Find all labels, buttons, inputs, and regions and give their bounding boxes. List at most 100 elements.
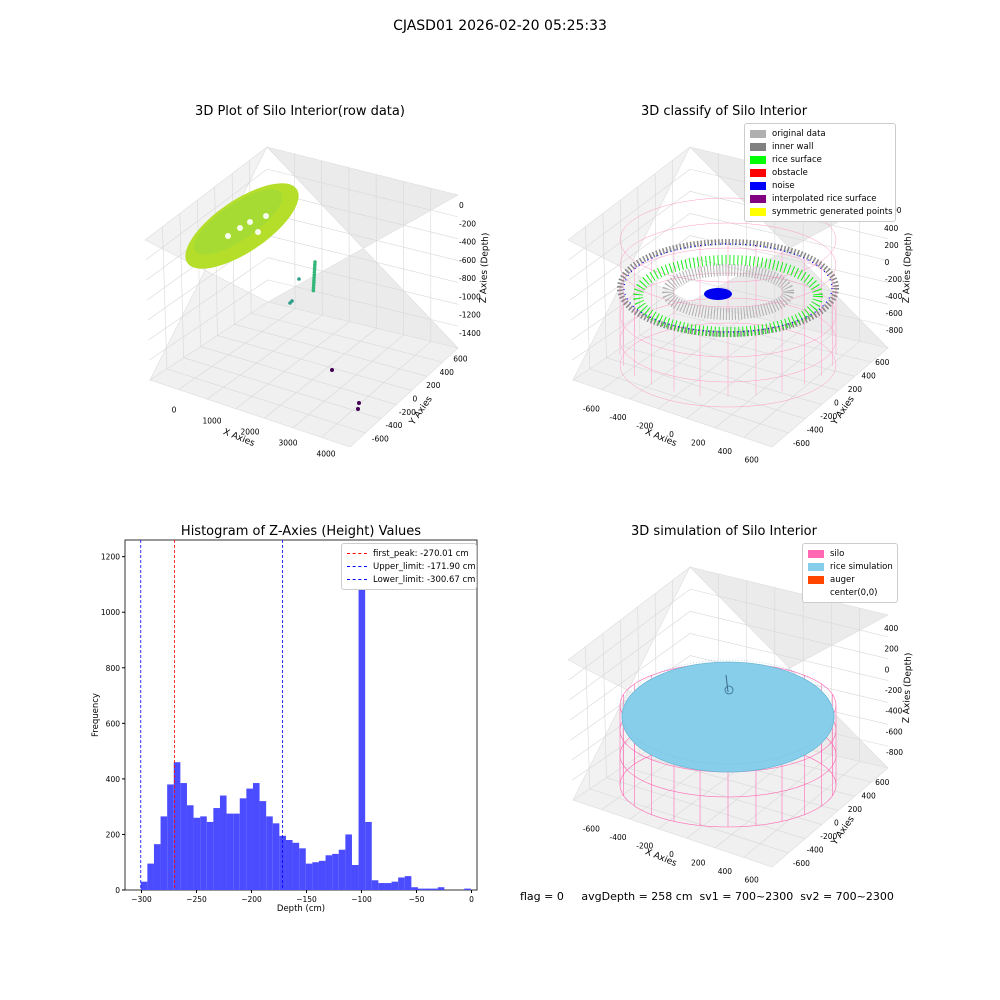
y-tick-label: 600 [453, 355, 468, 364]
histogram-bar [153, 844, 161, 890]
grid-line [639, 755, 839, 811]
column-point [311, 286, 316, 290]
grid-line [293, 153, 296, 309]
x-tick-label: -400 [610, 833, 627, 842]
z-axis-label: Z Axies (Depth) [902, 653, 914, 724]
y-tick-label: 200 [848, 385, 863, 394]
grid-line [689, 588, 889, 638]
column-point [312, 281, 316, 285]
histogram-bar [252, 783, 260, 890]
grid-line [585, 646, 591, 789]
z-axis-label: Z Axies (Depth) [479, 233, 491, 304]
histogram-bar [219, 795, 227, 890]
z-tick-label: -400 [459, 238, 476, 247]
histogram-bar [193, 817, 201, 890]
grid-line [589, 368, 789, 434]
y-axis-label: Frequency [91, 693, 101, 737]
grid-line [217, 335, 412, 391]
y-tick-label: 200 [106, 830, 121, 839]
legend-entry: noise [750, 179, 890, 192]
histogram-bar [318, 860, 326, 890]
histogram-bar [305, 863, 313, 890]
histogram-bar [424, 888, 432, 890]
column-point [313, 260, 317, 264]
x-tick-label: 2000 [240, 428, 259, 437]
legend-label: Upper_limit: -171.90 cm [373, 561, 476, 572]
histogram-bar [378, 883, 385, 890]
center-marker [724, 685, 734, 695]
column-point [312, 268, 317, 272]
grid-line [606, 777, 806, 840]
x-tick-label: 1000 [202, 417, 221, 426]
rice-simulation-mesh [621, 659, 835, 765]
panel3-title: Histogram of Z-Axies (Height) Values [180, 524, 422, 539]
legend-label: auger [830, 574, 855, 585]
silo-ring [619, 222, 837, 308]
outlier-point [356, 407, 360, 411]
surface-gap [247, 219, 253, 225]
grid-line [321, 160, 323, 316]
grid-line [572, 279, 691, 361]
x-tick-label: −150 [296, 895, 317, 904]
histogram-bar [226, 813, 234, 890]
grid-line [568, 168, 691, 261]
histogram-bar [259, 801, 267, 890]
legend-label: rice simulation [830, 561, 893, 572]
legend-label: first_peak: -270.01 cm [373, 548, 469, 559]
histogram-bar [299, 848, 306, 890]
grid-line [623, 766, 822, 825]
y-tick-label: 600 [875, 778, 890, 787]
column-point [311, 283, 316, 288]
legend-swatch [750, 194, 766, 203]
y-tick-label: 1000 [101, 608, 120, 617]
z-tick-label: 400 [884, 624, 899, 633]
legend-entry: interpolated rice surface [750, 192, 890, 205]
grid-line [348, 167, 350, 322]
legend-swatch [750, 207, 766, 216]
y-tick-label: -400 [807, 846, 824, 855]
grid-line [264, 328, 377, 419]
y-tick-label: -600 [793, 859, 810, 868]
surface-gap [255, 229, 261, 235]
silo-ring [619, 322, 837, 408]
x-tick-label: −250 [186, 895, 207, 904]
grid-line [196, 200, 201, 347]
legend-swatch [750, 168, 766, 177]
histogram-bar [160, 816, 168, 890]
x-tick-label: 200 [691, 859, 706, 868]
grid-line [672, 160, 674, 314]
histogram-bar [371, 880, 379, 890]
panel4-title: 3D simulation of Silo Interior [631, 524, 817, 539]
x-tick-label: 0 [669, 430, 674, 439]
grid-line [569, 633, 691, 721]
z-tick-label: 0 [459, 201, 464, 210]
z-axis-label: Z Axies (Depth) [902, 233, 914, 304]
z-tick-label: -800 [886, 326, 903, 335]
histogram-bar [292, 842, 300, 890]
grid-line [267, 190, 459, 240]
legend-swatch [750, 155, 766, 164]
y-tick-label: 800 [106, 664, 121, 673]
grid-line [569, 611, 691, 701]
x-tick-label: 400 [718, 867, 733, 876]
grid-line [602, 213, 607, 358]
grid-line [234, 323, 428, 377]
x-tick-label: −50 [409, 895, 425, 904]
legend-label: interpolated rice surface [772, 193, 877, 204]
y-tick-label: -400 [807, 426, 824, 435]
histogram-bar [332, 853, 339, 890]
y-tick-label: 0 [834, 819, 839, 828]
legend-swatch [750, 142, 766, 151]
original-data-points [662, 264, 794, 320]
z-tick-label: -800 [886, 748, 903, 757]
grid-line [145, 168, 268, 261]
rice-surface-points [633, 255, 823, 337]
histogram-bar [391, 881, 399, 890]
auger-line [725, 674, 729, 693]
legend-swatch [808, 549, 824, 558]
x-tick-label: −100 [351, 895, 372, 904]
grid-line [321, 341, 432, 438]
y-tick-label: -600 [793, 439, 810, 448]
x-tick-label: -200 [636, 421, 653, 430]
figure-title: CJASD01 2026-02-20 05:25:33 [393, 18, 607, 34]
